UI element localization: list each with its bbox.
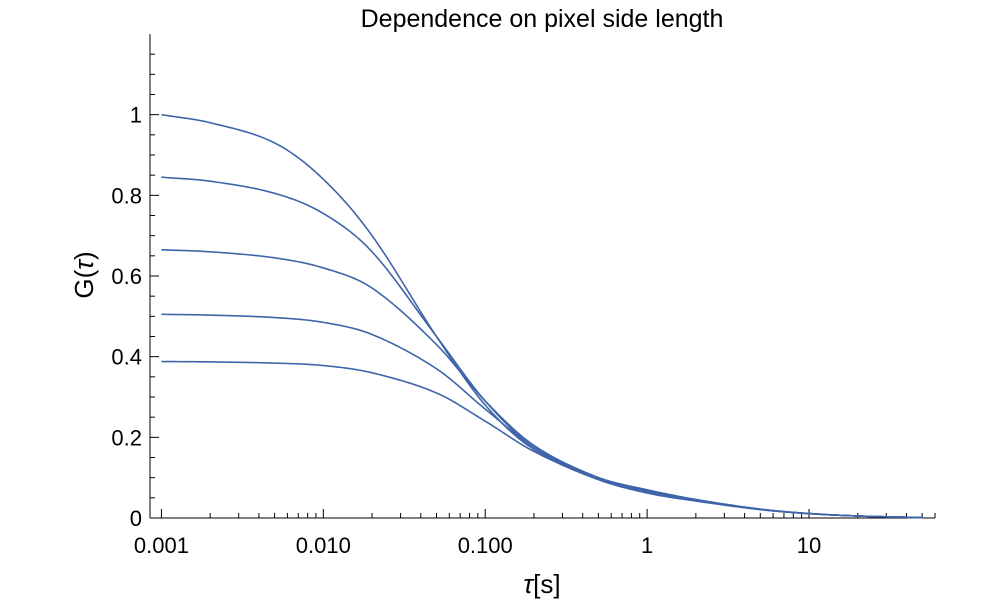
series-line-curve-5 xyxy=(161,360,923,519)
series-line-curve-1 xyxy=(161,113,923,519)
axes: 0.001 0.010 0.100 1 10 0 0.2 0.4 0.6 0.8 1 xyxy=(111,34,936,558)
chart-title: Dependence on pixel side length xyxy=(361,5,724,33)
y-tick-label: 0.6 xyxy=(111,264,142,289)
y-axis-label-suffix: ) xyxy=(69,251,99,260)
y-tick-label: 0.4 xyxy=(111,345,142,370)
x-axis-label-symbol: τ xyxy=(523,569,535,599)
y-tick-label: 0.8 xyxy=(111,183,142,208)
y-axis-label-prefix: G( xyxy=(69,269,99,298)
series-line-curve-4 xyxy=(161,313,923,519)
y-axis-label: G(τ) xyxy=(69,251,99,298)
x-axis-label-unit: [s] xyxy=(533,569,560,599)
x-tick-label: 0.100 xyxy=(458,533,513,558)
series-group xyxy=(161,113,923,519)
x-axis-label: τ[s] xyxy=(523,569,560,599)
y-tick-label: 0.2 xyxy=(111,425,142,450)
x-tick-label: 0.001 xyxy=(134,533,189,558)
x-tick-label: 1 xyxy=(641,533,653,558)
x-tick-label: 10 xyxy=(797,533,821,558)
x-tick-label: 0.010 xyxy=(296,533,351,558)
series-line-curve-3 xyxy=(161,248,923,519)
series-line-curve-2 xyxy=(161,176,923,519)
y-tick-label: 0 xyxy=(130,506,142,531)
y-axis-label-symbol: τ xyxy=(69,258,99,270)
y-tick-label: 1 xyxy=(130,103,142,128)
